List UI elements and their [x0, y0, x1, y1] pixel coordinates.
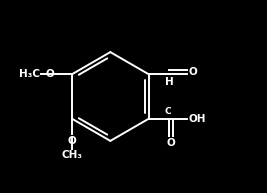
Text: CH₃: CH₃ — [61, 150, 83, 160]
Text: OH: OH — [188, 114, 206, 124]
Text: H₃C: H₃C — [19, 69, 40, 79]
Text: O: O — [166, 138, 175, 148]
Text: O: O — [68, 136, 76, 146]
Text: O: O — [45, 69, 54, 79]
Text: C: C — [165, 107, 171, 116]
Text: H: H — [165, 77, 174, 87]
Text: O: O — [189, 67, 198, 77]
